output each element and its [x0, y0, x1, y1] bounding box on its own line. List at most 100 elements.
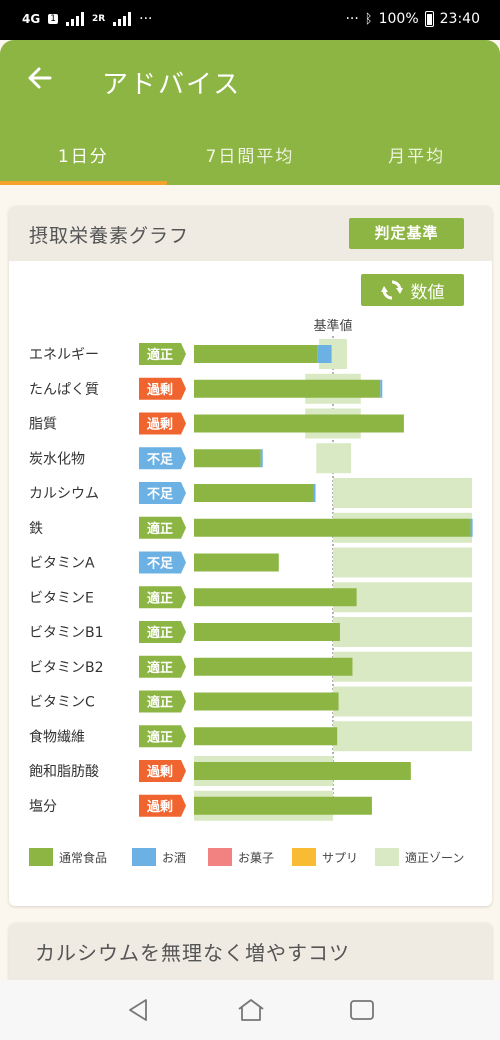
- criteria-button[interactable]: 判定基準: [349, 218, 464, 249]
- nutrient-label: ビタミンB2: [29, 660, 104, 676]
- tab-seven-day-average[interactable]: 7日間平均: [205, 147, 295, 167]
- notification-dots: ···: [139, 11, 153, 27]
- zone-band: [333, 686, 472, 717]
- bar-alcohol: [260, 449, 263, 468]
- network-type: 4G: [22, 12, 41, 26]
- bar-food: [194, 345, 318, 363]
- legend-label: お菓子: [238, 851, 274, 865]
- nutrient-label: 食物繊維: [29, 728, 85, 745]
- legend-label: お酒: [162, 851, 186, 865]
- zone-band: [333, 721, 472, 752]
- bar-food: [194, 449, 261, 468]
- arrow-left-icon[interactable]: [24, 62, 56, 94]
- status-badge: [139, 794, 186, 817]
- signal2-icon: [113, 12, 132, 26]
- status-badge: [139, 482, 186, 504]
- status-badge: [139, 621, 186, 643]
- status-badge: [139, 586, 186, 609]
- nutrient-label: ビタミンB1: [29, 625, 104, 641]
- bar-food: [194, 553, 279, 572]
- legend-swatch: [375, 848, 399, 866]
- nutrient-label: たんぱく質: [29, 382, 99, 398]
- nutrient-label: ビタミンE: [29, 590, 94, 606]
- status-badge: [139, 447, 186, 470]
- nutrient-label: エネルギー: [29, 347, 99, 363]
- value-toggle-button[interactable]: 数値: [361, 274, 464, 306]
- bar-alcohol: [317, 345, 332, 363]
- nutrient-label: 炭水化物: [29, 451, 85, 467]
- legend-swatch: [208, 848, 232, 866]
- status-label: 適正: [147, 590, 173, 606]
- status-label: 適正: [147, 695, 173, 711]
- status-label: 過剰: [146, 417, 173, 433]
- status-label: 不足: [147, 452, 174, 467]
- status-label: 適正: [147, 521, 173, 537]
- card-title: 摂取栄養素グラフ: [29, 225, 190, 247]
- nav-back-icon[interactable]: [124, 996, 154, 1024]
- sim1-label: 1: [48, 14, 58, 24]
- status-badge: [139, 516, 186, 539]
- refresh-icon: [380, 280, 403, 300]
- nutrient-label: ビタミンC: [29, 695, 95, 711]
- system-nav-bar: [0, 980, 500, 1040]
- nutrient-label: ビタミンA: [29, 556, 95, 572]
- tips-card-title: カルシウムを無理なく増やすコツ: [35, 941, 350, 965]
- nav-home-icon[interactable]: [236, 996, 266, 1024]
- legend-swatch: [292, 848, 316, 866]
- bar-alcohol: [380, 379, 383, 398]
- legend-label: 適正ゾーン: [405, 850, 464, 865]
- legend-label: 通常食品: [59, 850, 107, 865]
- card-header: 摂取栄養素グラフ 判定基準: [9, 206, 492, 261]
- legend-swatch: [132, 848, 156, 866]
- status-badge: [139, 760, 186, 782]
- status-label: 適正: [147, 625, 173, 641]
- notification-dots-right: ···: [345, 11, 359, 27]
- clock: 23:40: [439, 11, 480, 27]
- bar-food: [194, 518, 471, 537]
- bar-food: [194, 484, 314, 502]
- status-bar: 4G 1 2R ··· ··· ᛒ 100% 23:40: [0, 0, 500, 40]
- tab-one-day[interactable]: 1日分: [0, 130, 167, 185]
- signal-icon: [65, 12, 84, 26]
- nutrient-label: 鉄: [29, 521, 43, 537]
- nutrient-label: 飽和脂肪酸: [29, 763, 99, 780]
- bar-food: [194, 588, 357, 607]
- zone-band: [316, 443, 352, 474]
- bar-alcohol: [313, 484, 316, 502]
- zone-band: [333, 547, 472, 578]
- status-badge: [139, 655, 186, 678]
- legend-swatch: [29, 848, 53, 866]
- status-label: 不足: [147, 487, 174, 502]
- nav-recents-icon[interactable]: [347, 996, 377, 1024]
- status-badge: [139, 551, 186, 574]
- status-badge: [139, 725, 186, 748]
- status-badge: [139, 343, 186, 365]
- status-label: 適正: [147, 660, 173, 676]
- battery-icon: [424, 11, 434, 27]
- legend-label: サプリ: [322, 851, 358, 865]
- nutrient-label: カルシウム: [29, 486, 99, 502]
- bar-food: [194, 623, 340, 641]
- status-badge: [139, 377, 186, 400]
- zone-band: [333, 651, 472, 682]
- bar-food: [194, 657, 353, 676]
- bar-food: [194, 727, 338, 746]
- status-label: 過剰: [146, 799, 173, 815]
- bar-food: [194, 379, 381, 398]
- bar-food: [194, 762, 411, 780]
- zone-band: [333, 478, 472, 508]
- bluetooth-icon: ᛒ: [364, 11, 373, 27]
- nutrient-label: 脂質: [29, 417, 57, 433]
- status-label: 過剰: [146, 382, 173, 398]
- zone-band: [333, 617, 472, 647]
- sim2-label: 2R: [91, 14, 106, 24]
- status-badge: [139, 412, 186, 435]
- tab-monthly-average[interactable]: 月平均: [388, 147, 446, 167]
- status-label: 不足: [147, 557, 174, 572]
- status-label: 過剰: [146, 764, 173, 780]
- battery-percent: 100%: [378, 11, 419, 27]
- reference-label: 基準値: [313, 318, 352, 334]
- bar-food: [194, 414, 404, 433]
- bar-alcohol: [470, 518, 473, 537]
